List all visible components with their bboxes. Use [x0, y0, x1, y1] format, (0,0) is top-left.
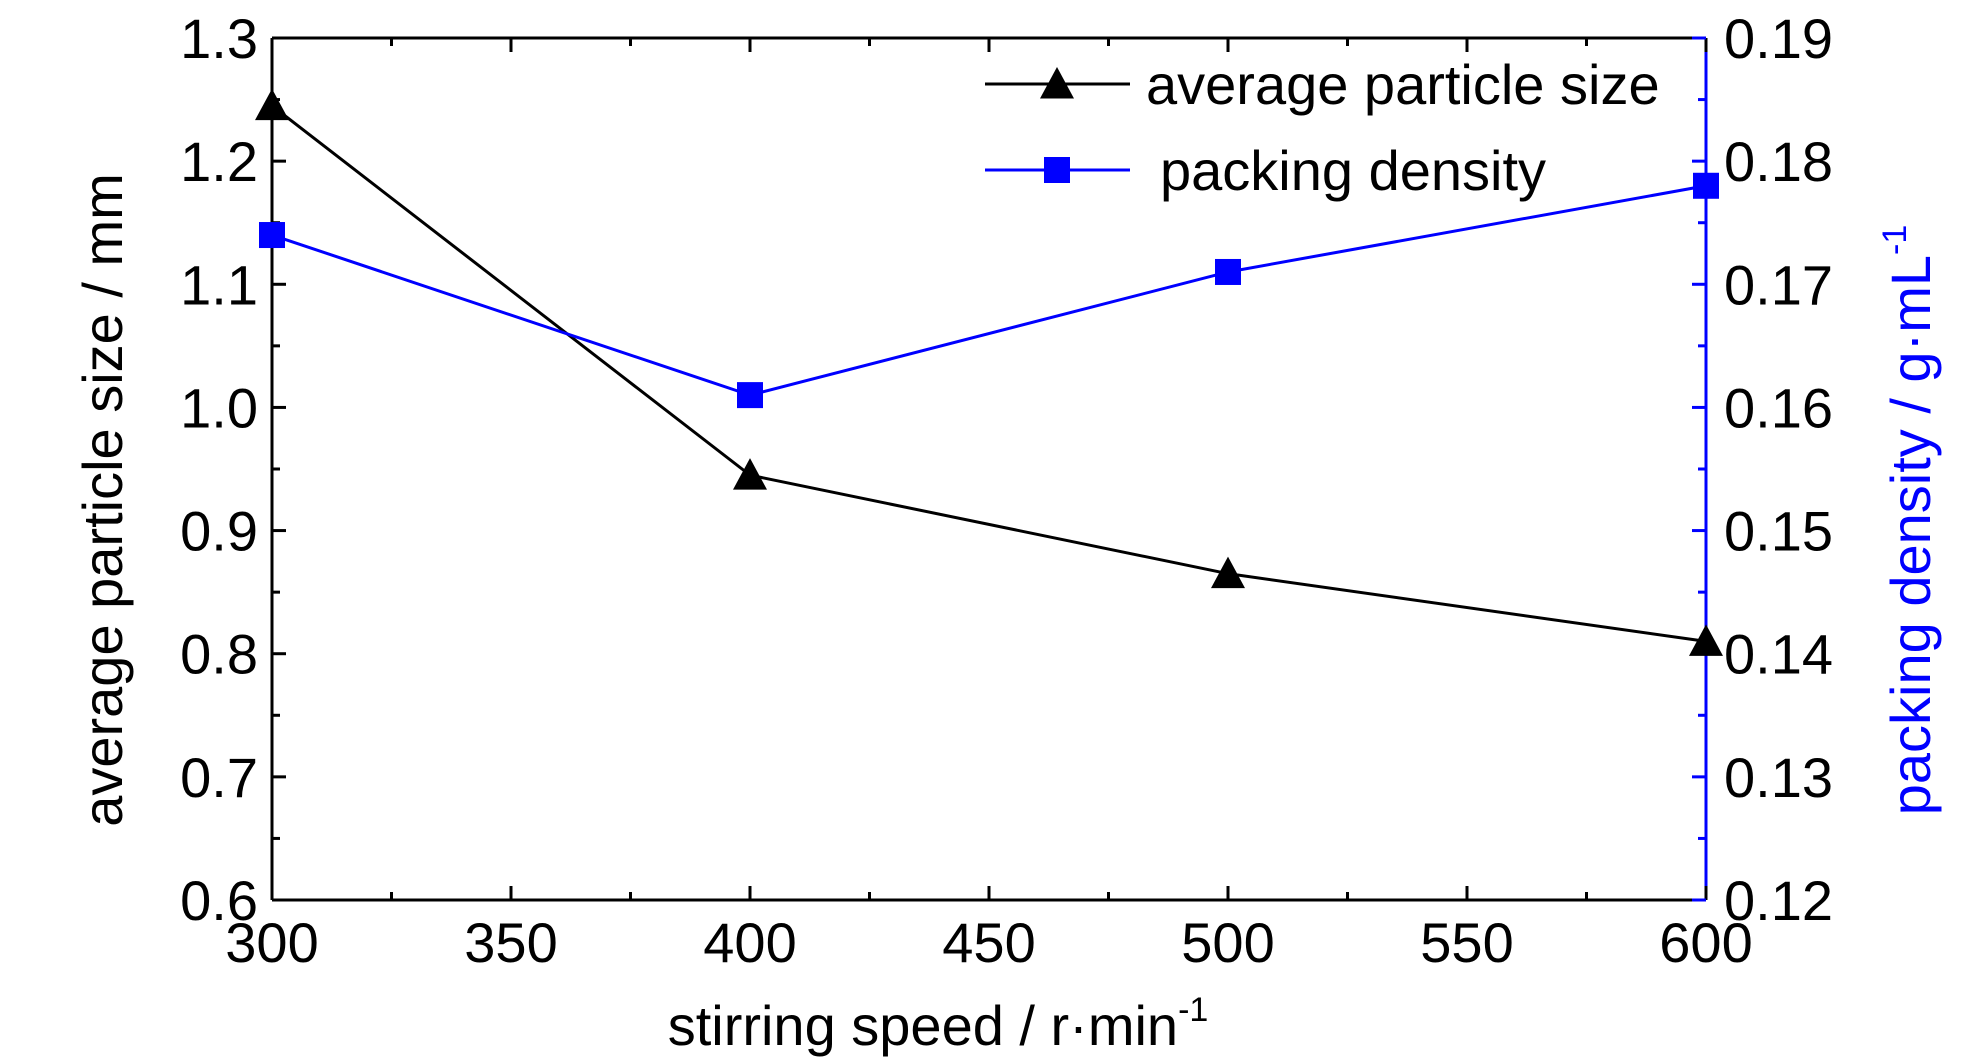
right-y-tick-label: 0.12 [1724, 869, 1833, 932]
left-y-tick-label: 0.6 [180, 869, 258, 932]
average-particle-size-point [255, 88, 289, 121]
right-y-tick-label: 0.13 [1724, 746, 1833, 809]
x-axis-title: stirring speed / r·min-1 [668, 991, 1209, 1057]
left-y-tick-label: 0.7 [180, 746, 258, 809]
average-particle-size-point [1689, 624, 1723, 656]
axis-titles: stirring speed / r·min-1 average particle… [71, 173, 1942, 1057]
x-axis-title-superscript: -1 [1178, 991, 1208, 1029]
right-y-tick-label: 0.14 [1724, 623, 1833, 686]
axes-layer: 300 350 400 450 500 550 600 0.6 0.7 0.8 0.9 1.0 1.1 1… [180, 7, 1833, 974]
legend-average-particle-size-label: average particle size [1146, 53, 1660, 116]
average-particle-size-point [733, 458, 767, 490]
left-y-tick-label: 0.8 [180, 623, 258, 686]
average-particle-size-line [271, 104, 1707, 643]
packing-density-point [1215, 258, 1241, 285]
packing-density-point [737, 382, 763, 409]
right-y-axis-title: packing density / g·mL-1 [1876, 225, 1942, 816]
right-y-tick-label: 0.18 [1724, 130, 1833, 193]
series-layer [255, 88, 1723, 656]
x-tick-label: 400 [703, 911, 796, 974]
packing-density-point [1693, 172, 1719, 199]
legend: average particle size packing density [985, 53, 1660, 202]
legend-packing-density-marker [1044, 157, 1070, 183]
left-y-tick-label: 1.3 [180, 7, 258, 70]
right-y-tick-label: 0.19 [1724, 7, 1833, 70]
right-y-tick-label: 0.16 [1724, 376, 1833, 439]
legend-packing-density-label: packing density [1160, 139, 1546, 202]
left-y-tick-label: 1.1 [180, 253, 258, 316]
left-y-tick-label: 1.2 [180, 130, 258, 193]
packing-density-point [259, 222, 285, 249]
packing-density-line [271, 184, 1707, 397]
right-y-tick-label: 0.15 [1724, 500, 1833, 563]
average-particle-size-point [1211, 556, 1245, 589]
x-tick-label: 600 [1659, 911, 1752, 974]
legend-average-particle-size-marker [1040, 67, 1074, 99]
x-tick-label: 350 [464, 911, 557, 974]
x-tick-label: 300 [225, 911, 318, 974]
right-y-tick-label: 0.17 [1724, 253, 1833, 316]
x-tick-label: 500 [1181, 911, 1274, 974]
left-y-axis-title: average particle size / mm [71, 173, 134, 827]
left-y-tick-label: 0.9 [180, 500, 258, 563]
x-tick-label: 550 [1420, 911, 1513, 974]
x-tick-label: 450 [942, 911, 1035, 974]
right-y-axis-title-superscript: -1 [1876, 225, 1914, 255]
left-y-tick-label: 1.0 [180, 376, 258, 439]
